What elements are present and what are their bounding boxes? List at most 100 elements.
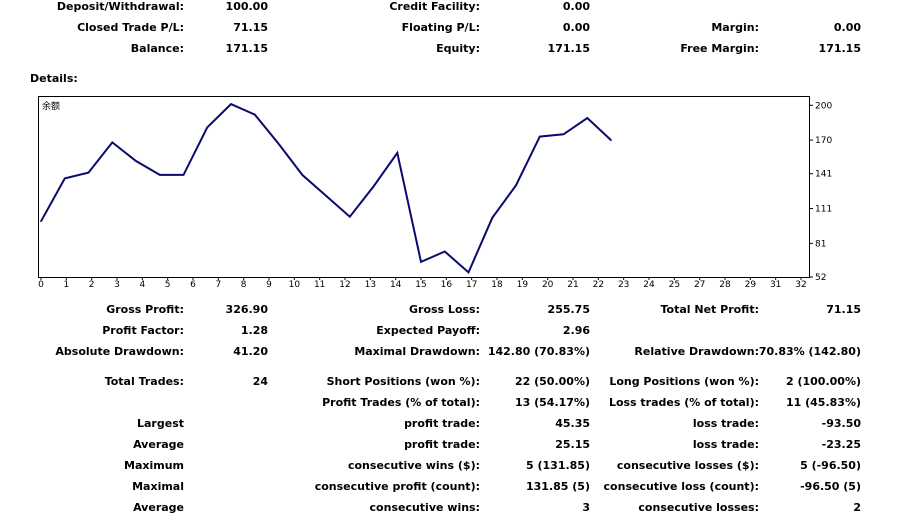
y-tick-label: 81: [815, 239, 826, 249]
largest-profit-label: profit trade:: [404, 417, 480, 430]
closed-pl-label: Closed Trade P/L:: [77, 21, 184, 34]
floating-pl-value: 0.00: [562, 21, 590, 34]
data-point: [562, 133, 565, 136]
long-positions-value: 2 (100.00%): [785, 375, 861, 388]
y-tick-label: 141: [815, 170, 832, 180]
x-tick-label: 17: [466, 280, 477, 290]
data-point: [63, 177, 66, 180]
x-tick-label: 0: [38, 280, 44, 290]
data-point: [301, 174, 304, 176]
x-tick-label: 13: [365, 280, 376, 290]
x-tick-label: 10: [289, 280, 301, 290]
loss-trades-value: 11 (45.83%): [785, 396, 861, 409]
max-cons-losses-label: consecutive losses ($):: [616, 459, 759, 472]
x-tick-label: 27: [694, 280, 705, 290]
x-tick-label: 8: [241, 280, 247, 290]
maximal-loss-label: consecutive loss (count):: [603, 480, 759, 493]
data-point: [491, 217, 494, 219]
deposit-label: Deposit/Withdrawal:: [56, 0, 184, 13]
largest-loss-value: -93.50: [821, 417, 861, 430]
gross-profit-value: 326.90: [225, 303, 268, 316]
x-tick-label: 5: [165, 280, 171, 290]
abs-drawdown-value: 41.20: [233, 345, 268, 358]
data-point: [158, 174, 161, 176]
y-tick-label: 52: [815, 273, 826, 283]
x-tick-label: 32: [795, 280, 806, 290]
y-tick-label: 111: [815, 205, 832, 215]
avg-cons-losses-label: consecutive losses:: [638, 501, 759, 514]
profit-trades-value: 13 (54.17%): [514, 396, 590, 409]
x-tick-label: 18: [491, 280, 503, 290]
x-tick-label: 12: [339, 280, 350, 290]
x-tick-label: 14: [390, 280, 402, 290]
short-positions-label: Short Positions (won %):: [326, 375, 480, 388]
data-point: [277, 142, 280, 145]
equity-label: Equity:: [436, 42, 480, 55]
x-tick-label: 24: [643, 280, 655, 290]
x-tick-label: 7: [215, 280, 221, 290]
margin-label: Margin:: [711, 21, 759, 34]
x-tick-label: 9: [266, 280, 272, 290]
x-tick-label: 6: [190, 280, 196, 290]
abs-drawdown-label: Absolute Drawdown:: [55, 345, 184, 358]
deposit-value: 100.00: [225, 0, 268, 13]
data-point: [230, 103, 232, 105]
data-point: [111, 141, 114, 144]
balance-value: 171.15: [225, 42, 268, 55]
plot-frame: [38, 96, 810, 278]
x-tick-label: 2: [89, 280, 95, 290]
data-point: [538, 135, 541, 138]
average-label: Average: [133, 438, 184, 451]
largest-loss-label: loss trade:: [692, 417, 759, 430]
data-point: [206, 126, 209, 129]
closed-pl-value: 71.15: [233, 21, 268, 34]
data-point: [420, 261, 422, 263]
gross-loss-value: 255.75: [547, 303, 590, 316]
data-point: [372, 185, 375, 188]
data-point: [467, 271, 470, 274]
total-trades-label: Total Trades:: [104, 375, 184, 388]
avg-loss-value: -23.25: [821, 438, 861, 451]
max-drawdown-label: Maximal Drawdown:: [354, 345, 480, 358]
data-point: [253, 113, 256, 116]
data-point: [325, 194, 327, 197]
avg-cons-wins-value: 3: [582, 501, 590, 514]
data-point: [515, 184, 517, 187]
maximal-profit-value: 131.85 (5): [526, 480, 590, 493]
equity-value: 171.15: [547, 42, 590, 55]
x-tick-label: 23: [618, 280, 629, 290]
profit-factor-label: Profit Factor:: [102, 324, 184, 337]
x-tick-label: 1: [63, 280, 69, 290]
total-net-value: 71.15: [826, 303, 861, 316]
x-tick-label: 29: [745, 280, 757, 290]
free-margin-value: 171.15: [818, 42, 861, 55]
x-tick-label: 3: [114, 280, 120, 290]
chart-corner-label: 余额: [42, 100, 60, 112]
data-point: [586, 117, 589, 119]
max-cons-losses-value: 5 (-96.50): [800, 459, 861, 472]
expected-payoff-value: 2.96: [562, 324, 590, 337]
max-cons-wins-label: consecutive wins ($):: [347, 459, 480, 472]
floating-pl-label: Floating P/L:: [401, 21, 480, 34]
avg-cons-losses-value: 2: [853, 501, 861, 514]
maximum-label: Maximum: [124, 459, 184, 472]
data-point: [135, 160, 137, 162]
details-label: Details:: [30, 72, 78, 85]
avg-profit-label: profit trade:: [404, 438, 480, 451]
total-net-label: Total Net Profit:: [660, 303, 760, 316]
x-tick-label: 20: [542, 280, 554, 290]
largest-profit-value: 45.35: [555, 417, 590, 430]
data-point: [182, 174, 185, 176]
gross-profit-label: Gross Profit:: [106, 303, 184, 316]
data-point: [443, 250, 446, 253]
y-tick-label: 200: [815, 101, 832, 111]
x-tick-label: 16: [441, 280, 453, 290]
data-point: [610, 139, 612, 141]
data-point: [40, 220, 42, 223]
total-trades-value: 24: [252, 375, 268, 388]
x-tick-label: 15: [415, 280, 426, 290]
average2-label: Average: [133, 501, 184, 514]
x-tick-label: 31: [770, 280, 781, 290]
free-margin-label: Free Margin:: [680, 42, 759, 55]
